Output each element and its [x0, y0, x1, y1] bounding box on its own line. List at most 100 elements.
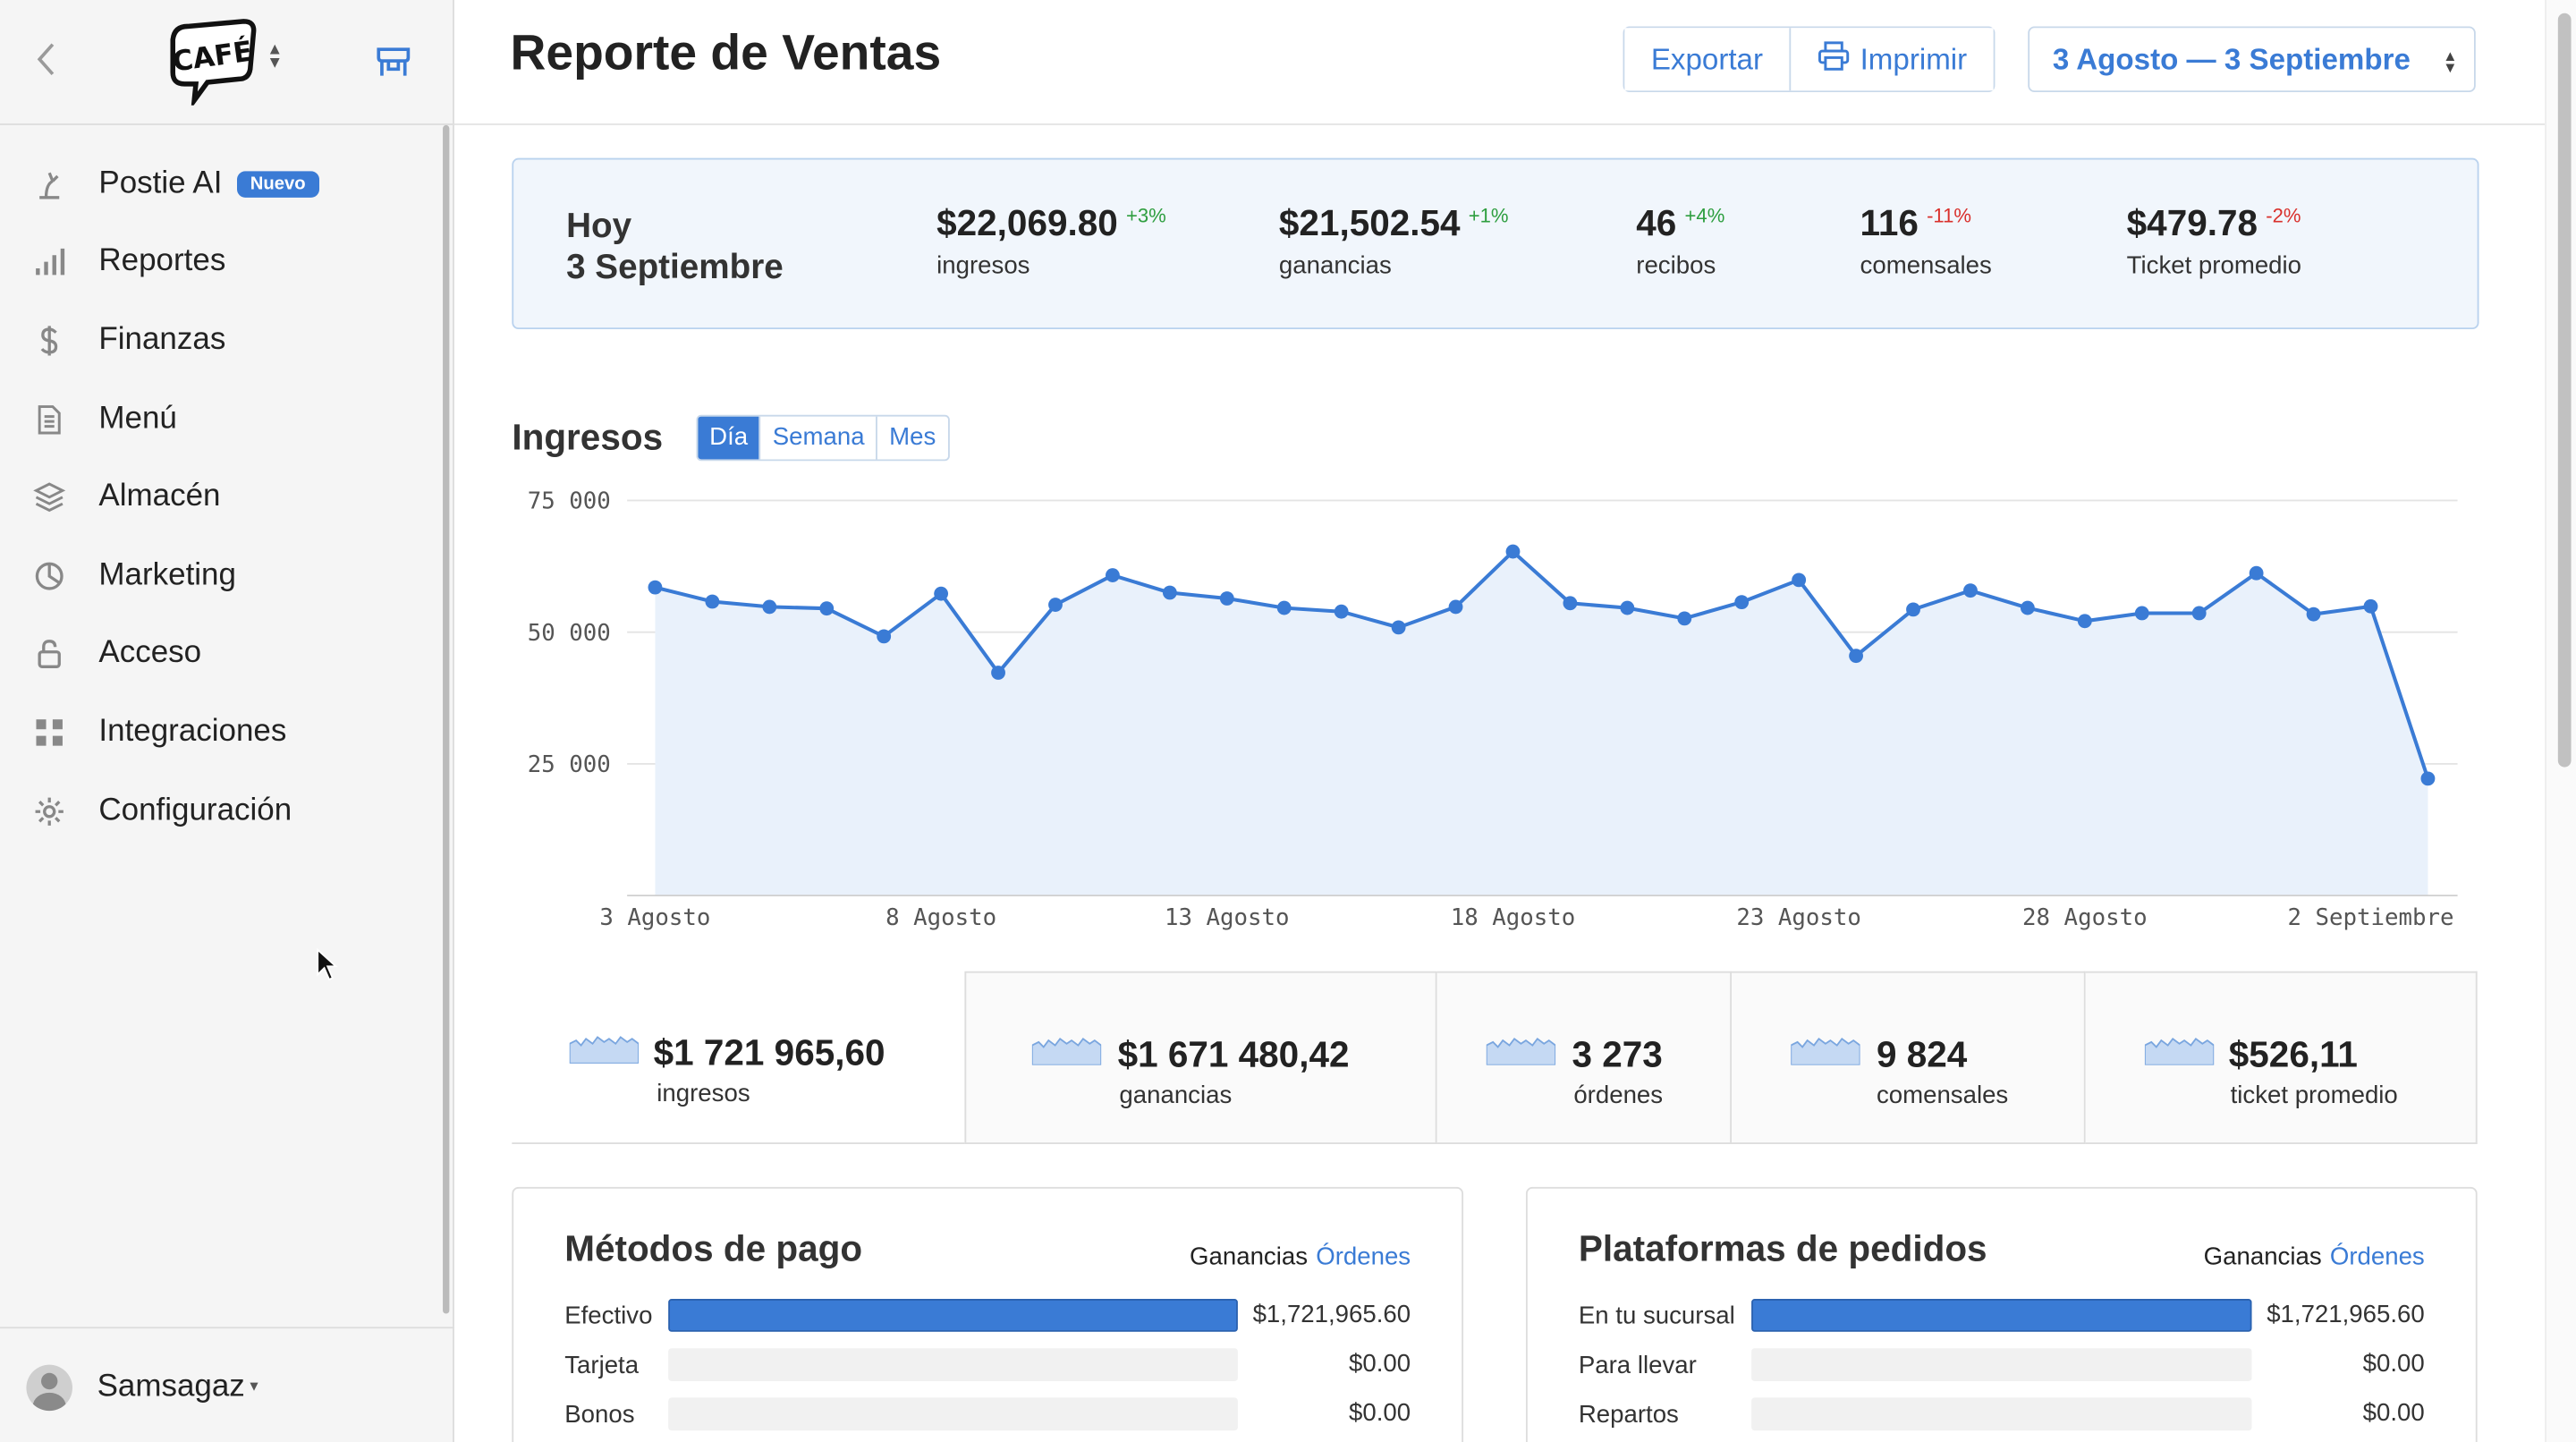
- y-tick-label: 50 000: [528, 620, 611, 647]
- data-point: [1906, 602, 1920, 617]
- bar-row: Repartos: [1579, 1397, 1751, 1430]
- sort-arrows-icon: ▲ ▼: [2443, 47, 2458, 76]
- printer-icon: [1818, 40, 1860, 78]
- data-point: [819, 601, 835, 616]
- bar-track: [1751, 1397, 2252, 1431]
- tab-semana[interactable]: Semana: [759, 416, 876, 460]
- x-tick-label: 8 Agosto: [886, 904, 996, 931]
- data-point: [1334, 604, 1349, 619]
- chevron-down-icon: ▾: [250, 1378, 258, 1396]
- x-tick-label: 13 Agosto: [1165, 904, 1290, 931]
- tab-mes[interactable]: Mes: [876, 416, 947, 460]
- today-summary: Hoy 3 Septiembre $22,069.80 +3% ingresos …: [512, 157, 2479, 330]
- page-scrollbar[interactable]: [2545, 0, 2576, 1442]
- gear-icon: [33, 794, 66, 827]
- kpi-delta: +1%: [1468, 204, 1509, 227]
- summary-value: 9 824: [1876, 1033, 1968, 1075]
- data-point: [1734, 595, 1750, 610]
- sidebar-item-postie-ai[interactable]: Postie AI Nuevo: [0, 145, 453, 224]
- summary-value: $526,11: [2228, 1033, 2358, 1075]
- data-point: [2134, 606, 2149, 621]
- new-badge: Nuevo: [237, 171, 319, 198]
- data-point: [1106, 568, 1120, 582]
- user-name: Samsagaz: [97, 1369, 245, 1404]
- page-scrollbar-thumb[interactable]: [2557, 13, 2572, 768]
- metric-toggle: Ganancias Órdenes: [2204, 1243, 2425, 1270]
- card-title: Plataformas de pedidos: [1578, 1227, 1987, 1269]
- sidebar-item-configuracion[interactable]: Configuración: [0, 772, 453, 851]
- summary-ticket-promedio: $526,11 ticket promedio: [2085, 971, 2478, 1145]
- bar-row: En tu sucursal: [1579, 1299, 1751, 1332]
- bar-label: Bonos: [564, 1400, 635, 1429]
- toggle-ganancias[interactable]: Ganancias: [2203, 1243, 2322, 1271]
- summary-label: ticket promedio: [2230, 1082, 2398, 1110]
- data-point: [1219, 591, 1234, 606]
- kpi-recibos: 46 +4% recibos: [1636, 202, 1724, 279]
- data-point: [2249, 565, 2264, 581]
- data-point: [1391, 620, 1406, 635]
- income-chart: 25 000 50 000 75 000 3 Agosto 8 Agosto 13 Ago…: [528, 488, 2458, 931]
- bar-label: Efectivo: [564, 1301, 653, 1330]
- sidebar-item-finanzas[interactable]: Finanzas: [0, 301, 453, 380]
- sidebar-scrollbar[interactable]: [443, 124, 450, 1314]
- data-point: [2306, 606, 2321, 622]
- bar-label: Repartos: [1578, 1400, 1679, 1429]
- data-point: [762, 599, 777, 615]
- data-point: [2420, 771, 2436, 786]
- bar-label: Para llevar: [1578, 1350, 1697, 1379]
- data-point: [1620, 600, 1635, 615]
- sidebar-item-menu[interactable]: Menú: [0, 380, 453, 459]
- today-date: Hoy 3 Septiembre: [566, 206, 784, 288]
- logo-sort-icon[interactable]: ▲ ▼: [267, 41, 284, 72]
- sidebar-item-label: Finanzas: [98, 322, 226, 358]
- sidebar-item-marketing[interactable]: Marketing: [0, 537, 453, 615]
- bar-fill: [668, 1298, 1238, 1332]
- income-area: [655, 551, 2428, 896]
- today-date-label: 3 Septiembre: [566, 248, 784, 287]
- back-chevron-icon[interactable]: [30, 39, 63, 79]
- kpi-ingresos: $22,069.80 +3% ingresos: [936, 202, 1166, 279]
- kpi-label: ganancias: [1278, 251, 1392, 280]
- sidebar-item-integraciones[interactable]: Integraciones: [0, 693, 453, 772]
- tab-dia[interactable]: Día: [698, 416, 760, 460]
- x-tick-label: 3 Agosto: [599, 904, 710, 931]
- today-label: Hoy: [566, 207, 632, 246]
- data-point: [1276, 600, 1292, 615]
- summary-ganancias: $1 671 480,42 ganancias: [964, 971, 1437, 1145]
- export-button[interactable]: Exportar: [1624, 28, 1790, 91]
- bar-value: $0.00: [2362, 1350, 2425, 1378]
- postie-ai-icon: [33, 167, 66, 200]
- cafe-logo[interactable]: CAFÉ: [165, 16, 260, 114]
- sidebar-item-label: Acceso: [98, 636, 202, 671]
- lock-icon: [33, 638, 66, 671]
- data-point: [934, 586, 949, 601]
- sidebar-nav: Postie AI Nuevo Reportes Finanzas Menú A…: [0, 145, 453, 850]
- sidebar-item-almacen[interactable]: Almacén: [0, 458, 453, 537]
- toggle-ordenes[interactable]: Órdenes: [2329, 1243, 2425, 1271]
- income-chart-title: Ingresos: [512, 416, 664, 458]
- store-icon[interactable]: [372, 39, 415, 82]
- payment-methods-card: Métodos de pago Ganancias Órdenes Efectiv…: [512, 1186, 1464, 1442]
- bar-value: $0.00: [2362, 1399, 2425, 1428]
- page-header: Reporte de Ventas Exportar Imprimir 3 Ag…: [453, 0, 2546, 125]
- summary-value: $1 721 965,60: [653, 1031, 886, 1073]
- kpi-value: 46: [1636, 202, 1677, 244]
- data-point: [2077, 614, 2092, 629]
- print-button[interactable]: Imprimir: [1789, 28, 1994, 91]
- user-menu[interactable]: Samsagaz ▾: [0, 1327, 454, 1442]
- sidebar-item-reportes[interactable]: Reportes: [0, 224, 453, 302]
- date-range-select[interactable]: 3 Agosto — 3 Septiembre ▲ ▼: [2028, 26, 2476, 93]
- page-title: Reporte de Ventas: [510, 26, 942, 81]
- sidebar-item-acceso[interactable]: Acceso: [0, 615, 453, 693]
- kpi-comensales: 116 -11% comensales: [1860, 202, 1992, 279]
- data-point: [2020, 600, 2035, 615]
- bar-label: Tarjeta: [564, 1350, 640, 1379]
- bar-track: [1751, 1298, 2252, 1332]
- data-point: [648, 580, 663, 595]
- toggle-ganancias[interactable]: Ganancias: [1190, 1243, 1309, 1271]
- kpi-value: 116: [1860, 202, 1919, 244]
- toggle-ordenes[interactable]: Órdenes: [1316, 1243, 1411, 1271]
- dollar-icon: [33, 325, 66, 358]
- kpi-label: recibos: [1636, 251, 1716, 280]
- metric-toggle: Ganancias Órdenes: [1190, 1243, 1411, 1270]
